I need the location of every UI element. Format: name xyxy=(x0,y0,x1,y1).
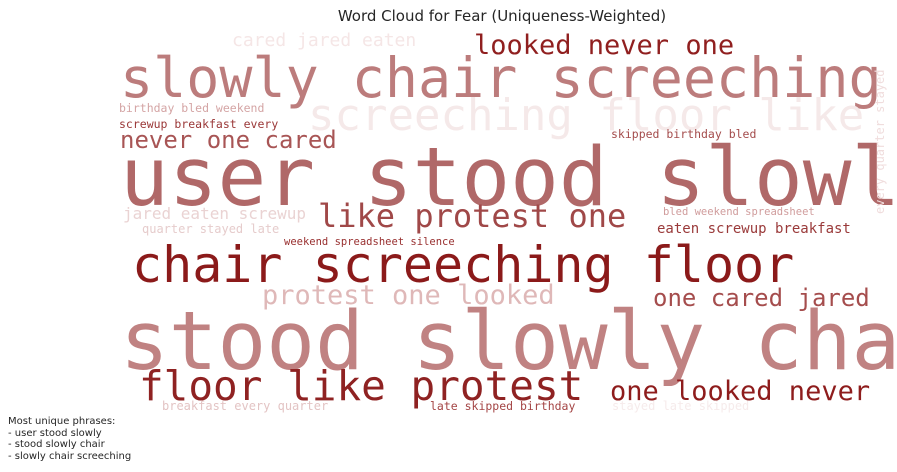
cloud-word-late-skipped-birthday: late skipped birthday xyxy=(430,399,575,413)
cloud-word-floor-like-protest: floor like protest xyxy=(139,362,583,410)
cloud-word-weekend-spreadsheet-silence: weekend spreadsheet silence xyxy=(284,236,455,248)
unique-phrase-item-1: - user stood slowly xyxy=(8,427,102,439)
cloud-word-looked-never-one: looked never one xyxy=(474,30,734,61)
cloud-word-one-cared-jared: one cared jared xyxy=(653,284,870,312)
unique-phrases-note: Most unique phrases: - user stood slowly… xyxy=(8,416,131,462)
cloud-word-screeching-floor-like: screeching floor like xyxy=(308,90,864,141)
cloud-word-every-quarter-stayed: every quarter stayed xyxy=(873,70,887,215)
cloud-word-eaten-screwup-breakfast: eaten screwup breakfast xyxy=(657,221,851,237)
cloud-word-stood-slowly-chair: stood slowly chair xyxy=(120,295,897,389)
cloud-word-jared-eaten-screwup: jared eaten screwup xyxy=(123,204,306,223)
cloud-word-screwup-breakfast-every: screwup breakfast every xyxy=(119,117,278,131)
unique-phrase-item-3: - slowly chair screeching xyxy=(8,450,132,462)
cloud-word-protest-one-looked: protest one looked xyxy=(262,280,555,311)
cloud-word-like-protest-one: like protest one xyxy=(318,197,626,235)
unique-phrases-heading: Most unique phrases: xyxy=(8,416,116,427)
cloud-word-quarter-stayed-late: quarter stayed late xyxy=(142,222,279,236)
cloud-word-slowly-chair-screeching: slowly chair screeching xyxy=(120,46,882,110)
cloud-word-bled-weekend-spreadsheet: bled weekend spreadsheet xyxy=(663,206,815,218)
cloud-word-cared-jared-eaten: cared jared eaten xyxy=(232,30,416,51)
chart-title: Word Cloud for Fear (Uniqueness-Weighted… xyxy=(337,7,667,25)
cloud-word-user-stood-slowly: user stood slowly xyxy=(120,131,897,225)
cloud-word-stayed-late-skipped: stayed late skipped xyxy=(612,399,749,413)
cloud-word-chair-screeching-floor: chair screeching floor xyxy=(132,236,794,294)
cloud-word-one-looked-never: one looked never xyxy=(610,376,870,407)
cloud-word-birthday-bled-weekend: birthday bled weekend xyxy=(119,101,264,115)
cloud-word-skipped-birthday-bled: skipped birthday bled xyxy=(611,127,756,141)
cloud-word-never-one-cared: never one cared xyxy=(120,126,337,154)
unique-phrase-item-2: - stood slowly chair xyxy=(8,439,105,450)
cloud-word-breakfast-every-quarter: breakfast every quarter xyxy=(162,399,328,413)
